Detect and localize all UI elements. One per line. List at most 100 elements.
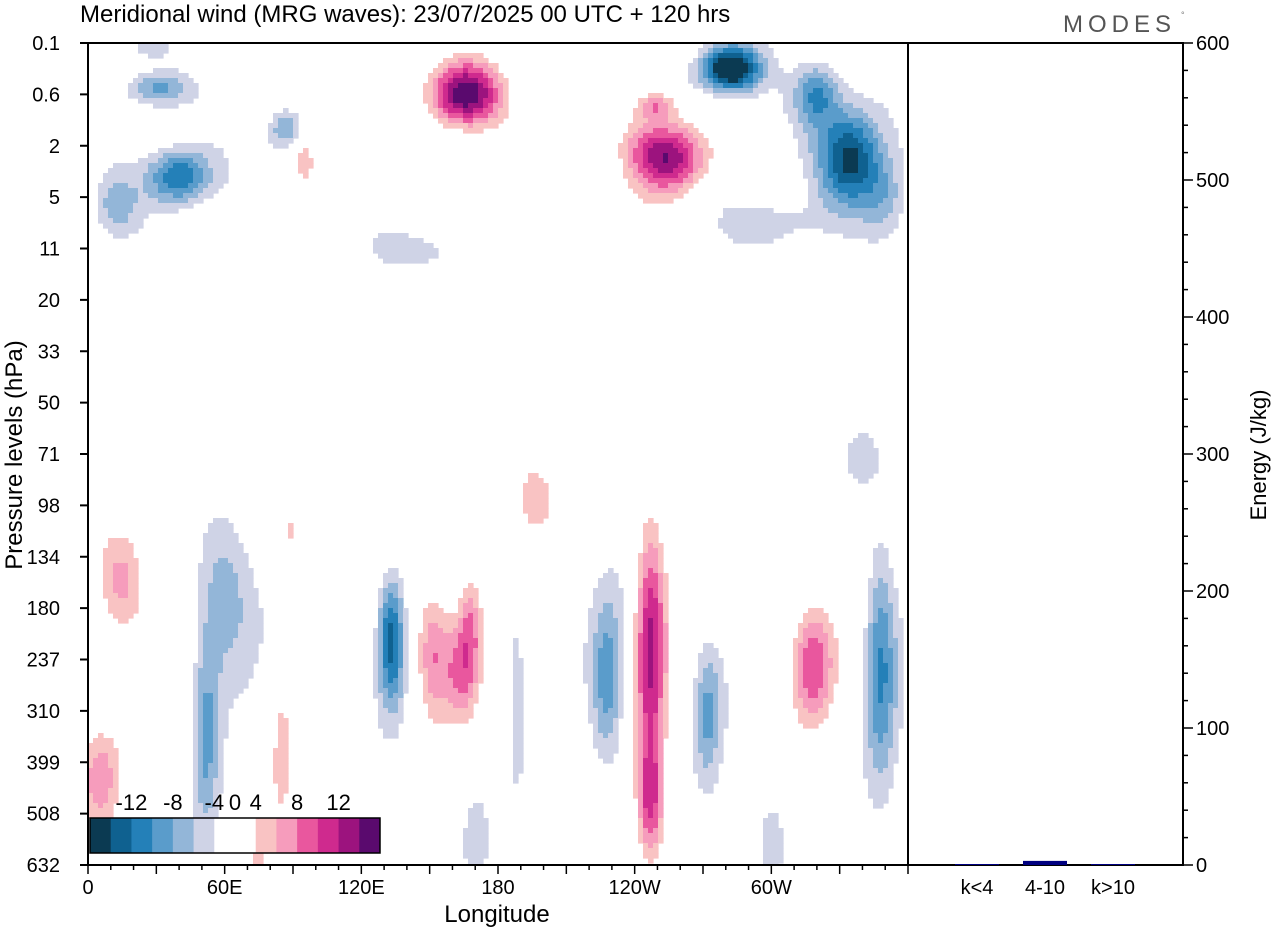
heatmap-cell	[658, 168, 674, 174]
heatmap-cell	[643, 728, 649, 734]
heatmap-cell	[893, 673, 899, 679]
heatmap-cell	[868, 783, 894, 789]
heatmap-cell	[398, 593, 404, 599]
heatmap-cell	[878, 163, 884, 169]
heatmap-cell	[218, 773, 224, 779]
heatmap-cell	[893, 618, 904, 624]
heatmap-cell	[638, 643, 644, 649]
heatmap-cell	[693, 743, 699, 749]
heatmap-cell	[98, 193, 109, 199]
heatmap-cell	[193, 768, 199, 774]
heatmap-cell	[653, 108, 659, 114]
heatmap-cell	[868, 683, 874, 689]
heatmap-cell	[873, 143, 879, 149]
heatmap-cell	[383, 678, 389, 684]
heatmap-cell	[278, 718, 289, 724]
heatmap-cell	[593, 648, 599, 654]
heatmap-cell	[633, 788, 639, 794]
heatmap-cell	[658, 773, 664, 779]
heatmap-cell	[643, 693, 659, 699]
heatmap-cell	[223, 668, 254, 674]
heatmap-cell	[98, 803, 104, 809]
heatmap-cell	[198, 563, 214, 569]
heatmap-cell	[698, 778, 719, 784]
heatmap-cell	[603, 573, 619, 579]
heatmap-cell	[618, 618, 624, 624]
heatmap-cell	[643, 713, 649, 719]
heatmap-cell	[803, 83, 829, 89]
heatmap-cell	[188, 198, 204, 204]
heatmap-cell	[513, 758, 524, 764]
heatmap-cell	[893, 653, 899, 659]
heatmap-cell	[103, 553, 134, 559]
heatmap-cell	[433, 113, 439, 119]
heatmap-cell	[398, 643, 404, 649]
heatmap-cell	[488, 78, 494, 84]
heatmap-cell	[763, 68, 769, 74]
heatmap-cell	[143, 188, 159, 194]
heatmap-cell	[648, 828, 654, 834]
heatmap-cell	[638, 823, 644, 829]
heatmap-cell	[808, 78, 824, 84]
heatmap-cell	[888, 753, 899, 759]
heatmap-cell	[173, 163, 189, 169]
heatmap-cell	[598, 623, 619, 629]
heatmap-cell	[138, 83, 154, 89]
heatmap-cell	[473, 633, 479, 639]
heatmap-cell	[203, 753, 214, 759]
heatmap-cell	[678, 148, 689, 154]
heatmap-cell	[598, 648, 614, 654]
heatmap-cell	[638, 103, 644, 109]
heatmap-cell	[398, 658, 404, 664]
heatmap-cell	[433, 658, 439, 664]
heatmap-cell	[663, 573, 669, 579]
heatmap-cell	[478, 633, 484, 639]
heatmap-cell	[643, 173, 654, 179]
heatmap-cell	[698, 68, 704, 74]
heatmap-cell	[443, 93, 449, 99]
heatmap-cell	[623, 138, 629, 144]
heatmap-cell	[823, 178, 834, 184]
heatmap-cell	[273, 118, 279, 124]
heatmap-cell	[98, 733, 104, 739]
heatmap-cell	[443, 73, 454, 79]
heatmap-cell	[243, 598, 259, 604]
heatmap-cell	[653, 713, 659, 719]
heatmap-cell	[823, 663, 834, 669]
heatmap-cell	[883, 608, 894, 614]
heatmap-cell	[858, 478, 869, 484]
y-tick-label: 0.1	[32, 33, 60, 55]
heatmap-cell	[383, 663, 399, 669]
heatmap-cell	[763, 838, 784, 844]
heatmap-cell	[238, 633, 264, 639]
heatmap-cell	[588, 703, 594, 709]
colorbar-swatch	[90, 818, 112, 853]
heatmap-cell	[873, 713, 889, 719]
heatmap-cell	[643, 133, 684, 139]
heatmap-cell	[633, 113, 644, 119]
heatmap-cell	[598, 693, 614, 699]
heatmap-cell	[208, 773, 219, 779]
heatmap-cell	[868, 723, 874, 729]
heatmap-cell	[383, 698, 399, 704]
heatmap-cell	[693, 718, 699, 724]
heatmap-cell	[643, 788, 659, 794]
heatmap-cell	[883, 688, 894, 694]
heatmap-cell	[378, 663, 384, 669]
heatmap-cell	[648, 663, 654, 669]
heatmap-cell	[498, 98, 504, 104]
heatmap-cell	[838, 88, 854, 94]
heatmap-cell	[643, 583, 659, 589]
heatmap-cell	[113, 183, 129, 189]
heatmap-cell	[273, 758, 289, 764]
heatmap-cell	[493, 103, 504, 109]
heatmap-cell	[198, 668, 224, 674]
heatmap-cell	[608, 708, 619, 714]
heatmap-cell	[118, 593, 129, 599]
heatmap-cell	[648, 178, 684, 184]
heatmap-cell	[478, 648, 484, 654]
heatmap-cell	[378, 598, 384, 604]
heatmap-cell	[593, 733, 604, 739]
heatmap-cell	[743, 48, 754, 54]
energy-tick-label: 300	[1196, 444, 1229, 466]
